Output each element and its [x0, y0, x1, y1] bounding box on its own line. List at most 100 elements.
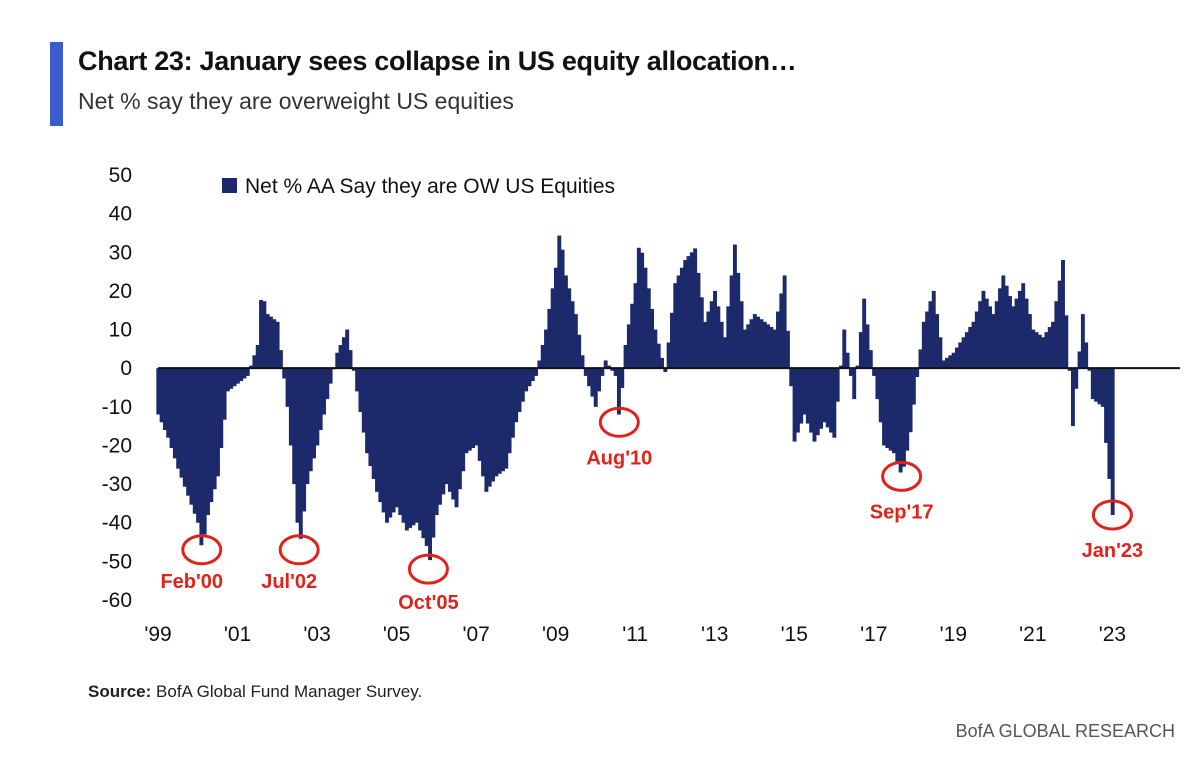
annotation-circle [181, 534, 223, 566]
bar [766, 324, 771, 369]
bar [593, 368, 598, 407]
legend-label: Net % AA Say they are OW US Equities [245, 175, 615, 198]
bar [242, 368, 247, 379]
bar [832, 368, 837, 438]
bar [580, 355, 585, 369]
bar [613, 368, 618, 376]
annotation-circle [407, 553, 449, 585]
bar [825, 368, 830, 428]
bar [172, 368, 177, 459]
bar [610, 368, 615, 371]
bar [749, 319, 754, 369]
bar [878, 368, 883, 423]
bar [1100, 368, 1105, 407]
annotation-circle [278, 534, 320, 566]
bar [911, 368, 916, 405]
bar [915, 368, 920, 378]
bar [577, 334, 582, 369]
bar [703, 321, 708, 369]
bar [935, 314, 940, 369]
bar [1080, 314, 1085, 369]
bar [1037, 334, 1042, 369]
bar [984, 298, 989, 369]
bar [474, 368, 479, 446]
bar [809, 368, 814, 433]
x-tick-label: '11 [622, 623, 648, 646]
bar [669, 312, 674, 369]
bar [1064, 315, 1069, 369]
bar [1014, 298, 1019, 369]
x-tick-label: '21 [1019, 623, 1046, 646]
bar [868, 350, 873, 369]
bar [769, 326, 774, 369]
bar [517, 368, 522, 412]
bar [1087, 368, 1092, 371]
bar [494, 368, 499, 477]
bar [931, 290, 936, 369]
bar [404, 368, 409, 531]
bar [646, 288, 651, 369]
bar [729, 275, 734, 369]
footer-brand: BofA GLOBAL RESEARCH [955, 721, 1175, 741]
bar [636, 247, 641, 369]
bar [325, 368, 330, 400]
bar [842, 329, 847, 369]
bar [600, 368, 605, 376]
bar [567, 288, 572, 369]
bar [723, 337, 727, 369]
bar [709, 301, 714, 369]
bar [272, 319, 277, 369]
source-label: Source: [88, 682, 152, 701]
bar [341, 337, 346, 369]
y-tick-label: 50 [109, 164, 132, 187]
bar [312, 368, 317, 459]
bar [954, 347, 959, 369]
annotation-label: Sep'17 [870, 501, 934, 523]
chart-subtitle: Net % say they are overweight US equitie… [78, 88, 514, 114]
bar [464, 368, 469, 454]
bar [643, 267, 648, 369]
bar [444, 368, 449, 485]
bar [421, 368, 426, 539]
bar [1104, 368, 1109, 443]
bar [785, 330, 790, 369]
bar [1021, 283, 1026, 369]
annotation-label: Feb'00 [160, 571, 223, 593]
x-tick-label: '03 [303, 623, 330, 646]
x-tick-label: '01 [224, 623, 251, 646]
title-accent-bar [50, 42, 63, 126]
bar [858, 332, 863, 369]
bar [1054, 301, 1059, 369]
bar [839, 365, 843, 369]
bar [603, 360, 608, 369]
bar [202, 368, 207, 535]
bar [713, 290, 717, 369]
bar [1008, 296, 1012, 369]
bar [196, 368, 201, 523]
bar [159, 368, 164, 423]
bar [1001, 275, 1006, 369]
bar [855, 365, 860, 369]
bar [428, 368, 432, 561]
bar [1011, 306, 1016, 369]
bar [424, 368, 429, 546]
bar [1090, 368, 1095, 400]
y-tick-label: -50 [102, 550, 132, 573]
bar [872, 368, 877, 376]
bar [547, 308, 552, 369]
bar [378, 368, 383, 503]
bar [739, 301, 744, 369]
bar [232, 368, 237, 387]
bar [686, 256, 691, 369]
bar [719, 321, 724, 369]
x-tick-label: '23 [1099, 623, 1126, 646]
bar [322, 368, 326, 415]
bar [762, 321, 767, 369]
bar [292, 368, 297, 485]
bar [186, 368, 191, 496]
bar [994, 301, 999, 369]
bar [385, 368, 389, 523]
bar [679, 267, 684, 369]
bar [1074, 368, 1079, 389]
bar [335, 352, 340, 369]
